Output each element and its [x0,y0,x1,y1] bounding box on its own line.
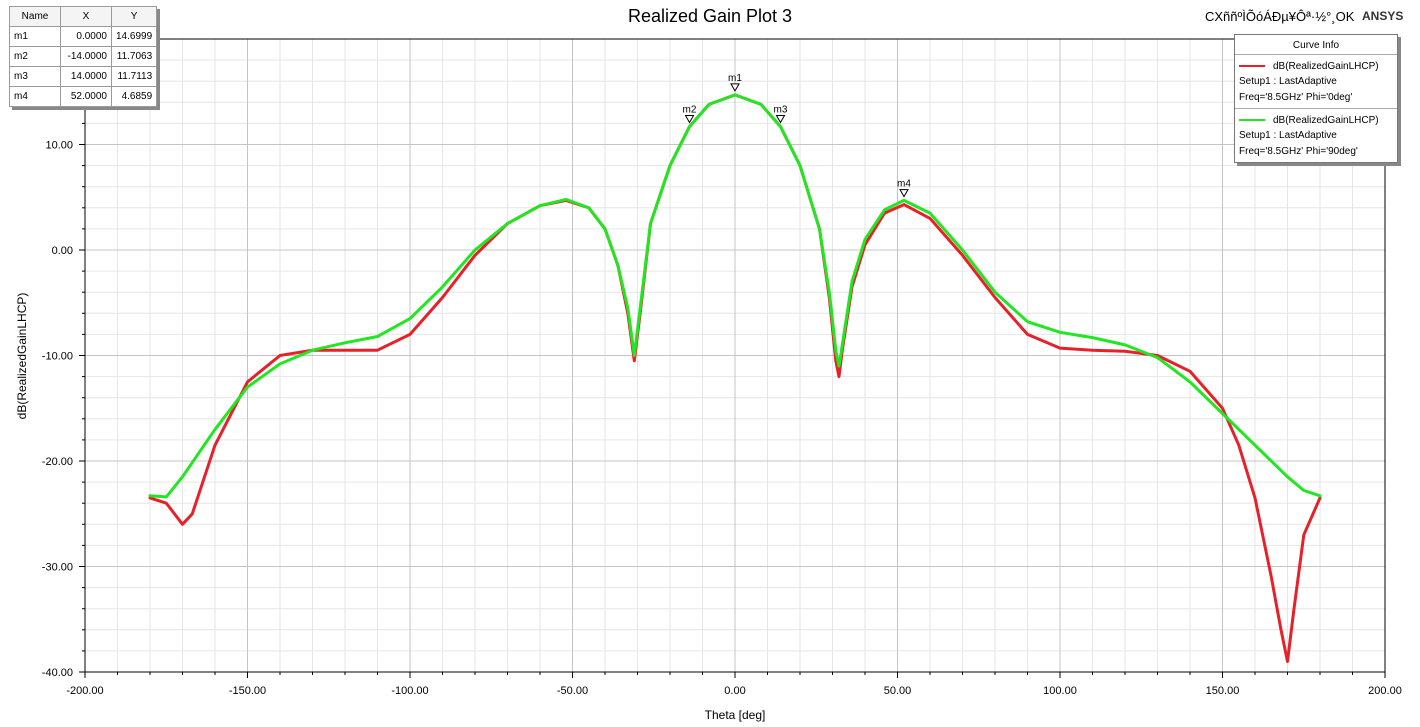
x-tick-label: 50.00 [884,685,912,697]
legend-entry-setup: Setup1 : LastAdaptive [1239,76,1337,87]
series-phi90-line [148,93,1322,499]
x-tick-label: 200.00 [1368,685,1402,697]
marker-x: 14.0000 [60,66,112,87]
marker-triangle-icon [775,114,786,124]
axis-ticks [79,38,1386,678]
y-tick-label: -40.00 [42,667,73,679]
legend-entry-label: dB(RealizedGainLHCP) [1273,60,1379,72]
marker-name: m1 [9,26,61,47]
legend-entry-setup: Setup1 : LastAdaptive [1239,130,1337,141]
ansys-logo: ANSYS [1362,9,1404,23]
marker-table[interactable]: Name X Y m1 0.0000 14.6999 m2 -14.0000 1… [9,6,158,107]
marker-x: 0.0000 [60,26,112,47]
x-tick-label: 150.00 [1206,685,1240,697]
legend-entry-params: Freq='8.5GHz' Phi='90deg' [1239,146,1358,157]
red-line-swatch-icon [1239,65,1265,67]
x-tick-label: -150.00 [229,685,266,697]
legend-entry-params: Freq='8.5GHz' Phi='0deg' [1239,92,1353,103]
legend-entry-phi90[interactable]: dB(RealizedGainLHCP) Setup1 : LastAdapti… [1235,109,1397,162]
marker-triangle-icon [899,189,909,198]
status-text: CXññºÌÕóÁÐµ¥Ôª·½°¸OK [1205,9,1355,24]
markers: m1 m2 m3 m4 [683,73,911,198]
marker-row[interactable]: m1 0.0000 14.6999 [9,26,158,47]
col-y-header: Y [110,6,158,27]
marker-table-header: Name X Y [9,6,158,27]
marker-label: m4 [897,179,911,190]
legend-entry-phi0[interactable]: dB(RealizedGainLHCP) Setup1 : LastAdapti… [1235,55,1397,109]
tick-labels: -200.00 -150.00 -100.00 -50.00 0.00 50.00 100.… [42,140,1402,698]
x-tick-label: -50.00 [557,685,588,697]
legend-entry-label: dB(RealizedGainLHCP) [1273,114,1379,126]
plot-title: Realized Gain Plot 3 [627,6,793,26]
col-name-header: Name [9,6,61,27]
y-tick-label: 10.00 [45,140,73,152]
legend-title: Curve Info [1235,35,1397,55]
x-tick-label: 0.00 [724,685,745,697]
x-tick-label: -200.00 [66,685,103,697]
marker-label: m3 [774,104,788,115]
y-tick-label: -30.00 [42,562,73,574]
marker-x: -14.0000 [60,46,112,67]
marker-label: m2 [683,104,697,115]
y-axis-label: dB(RealizedGainLHCP) [15,293,29,420]
marker-y: 11.7063 [110,46,158,67]
col-x-header: X [60,6,112,27]
marker-label: m1 [728,73,742,84]
x-tick-label: 100.00 [1043,685,1077,697]
curve-info-legend[interactable]: Curve Info dB(RealizedGainLHCP) Setup1 :… [1234,34,1398,163]
marker-row[interactable]: m2 -14.0000 11.7063 [9,46,158,67]
marker-triangle-icon [684,114,695,124]
curves [148,93,1322,663]
y-tick-label: -20.00 [42,456,73,468]
green-line-swatch-icon [1239,119,1265,121]
marker-name: m4 [9,86,61,107]
y-tick-label: -10.00 [42,351,73,363]
marker-triangle-icon [730,83,740,92]
marker-y: 4.6859 [110,86,158,107]
x-tick-label: -100.00 [391,685,428,697]
marker-row[interactable]: m4 52.0000 4.6859 [9,86,158,107]
marker-name: m2 [9,46,61,67]
marker-x: 52.0000 [60,86,112,107]
marker-name: m3 [9,66,61,87]
y-tick-label: 0.00 [52,245,73,257]
marker-row[interactable]: m3 14.0000 11.7113 [9,66,158,87]
marker-y: 11.7113 [110,66,158,87]
marker-y: 14.6999 [110,26,158,47]
x-axis-label: Theta [deg] [705,708,766,722]
